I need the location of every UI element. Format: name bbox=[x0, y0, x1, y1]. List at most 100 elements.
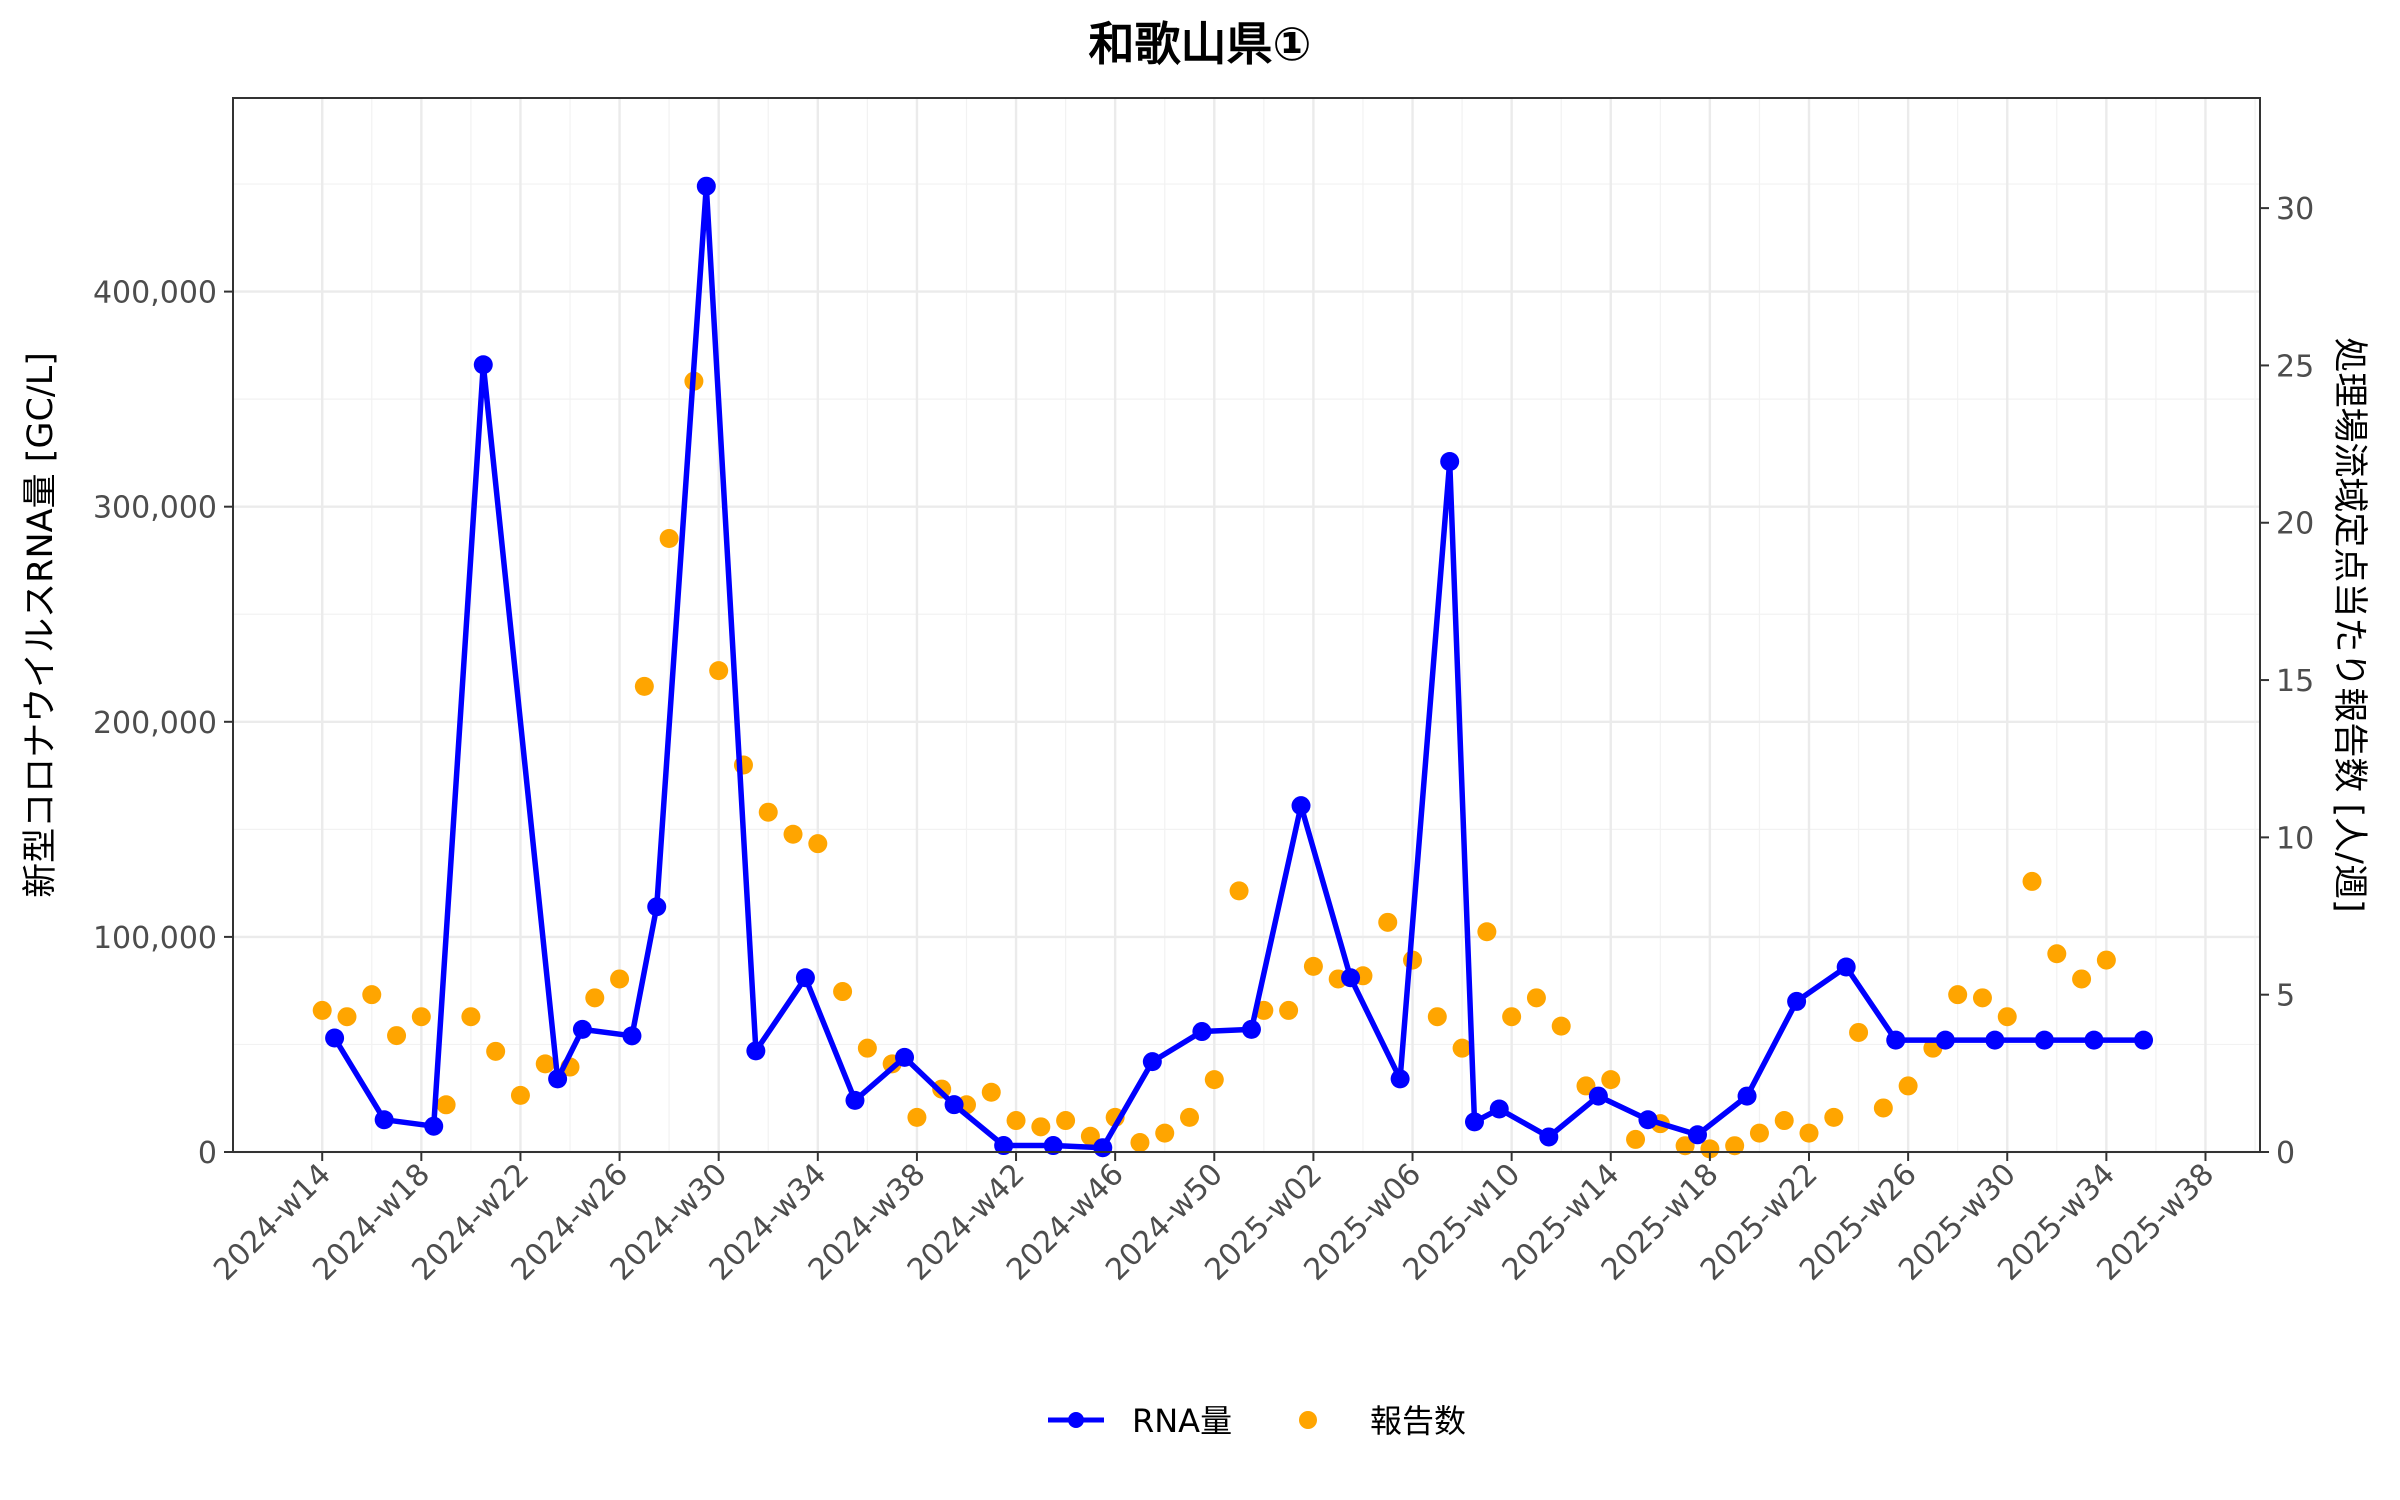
rna-point bbox=[1539, 1127, 1559, 1147]
rna-series-line bbox=[331, 183, 2147, 1151]
report-count-point bbox=[411, 1007, 431, 1027]
y-tick-label: 0 bbox=[198, 1136, 217, 1171]
y2-tick-label: 30 bbox=[2276, 192, 2314, 227]
y2-tick-label: 15 bbox=[2276, 664, 2314, 699]
report-count-point bbox=[510, 1085, 530, 1105]
report-count-point bbox=[808, 834, 828, 854]
rna-point bbox=[895, 1047, 915, 1067]
report-count-point bbox=[1526, 988, 1546, 1008]
report-count-point bbox=[783, 824, 803, 844]
report-count-point bbox=[1725, 1136, 1745, 1156]
axes: 0 100,000 200,000 300,000 400,000 0 5 10 15 20 25 3… bbox=[93, 97, 2314, 1288]
legend-report-label: 報告数 bbox=[1370, 1402, 1466, 1440]
report-count-point bbox=[1873, 1098, 1893, 1118]
report-count-point bbox=[1799, 1123, 1819, 1143]
rna-point bbox=[795, 968, 815, 988]
y2-tick-label: 10 bbox=[2276, 821, 2314, 856]
report-count-point bbox=[857, 1038, 877, 1058]
report-count-point bbox=[2047, 944, 2067, 964]
rna-point bbox=[325, 1028, 345, 1048]
report-count-point bbox=[1700, 1139, 1720, 1159]
rna-point bbox=[1886, 1030, 1906, 1050]
plot-panel-border bbox=[232, 97, 2261, 1153]
report-count-point bbox=[634, 676, 654, 696]
y2-tick-label: 0 bbox=[2276, 1136, 2295, 1171]
rna-point bbox=[1935, 1030, 1955, 1050]
y2-tick-label: 20 bbox=[2276, 507, 2314, 542]
report-count-point bbox=[1849, 1022, 1869, 1042]
report-count-point bbox=[1130, 1133, 1150, 1153]
report-count-point bbox=[1601, 1070, 1621, 1090]
report-count-point bbox=[907, 1107, 927, 1127]
report-count-point bbox=[1303, 956, 1323, 976]
report-count-point bbox=[1675, 1136, 1695, 1156]
legend: RNA量 報告数 bbox=[1048, 1402, 1466, 1440]
report-count-point bbox=[1180, 1107, 1200, 1127]
report-count-point bbox=[585, 988, 605, 1008]
rna-point bbox=[1291, 796, 1311, 816]
report-count-point bbox=[1948, 985, 1968, 1005]
rna-point bbox=[2134, 1030, 2154, 1050]
report-count-point bbox=[1204, 1070, 1224, 1090]
rna-point bbox=[1390, 1069, 1410, 1089]
rna-point bbox=[1043, 1136, 1063, 1156]
chart-title: 和歌山県① bbox=[1089, 17, 1312, 71]
rna-point bbox=[1737, 1086, 1757, 1106]
report-count-point bbox=[1749, 1123, 1769, 1143]
report-count-point bbox=[2072, 969, 2092, 989]
report-count-point bbox=[833, 982, 853, 1002]
rna-point bbox=[696, 176, 716, 196]
report-count-point bbox=[1477, 922, 1497, 942]
report-count-point bbox=[1626, 1129, 1646, 1149]
rna-point bbox=[424, 1116, 444, 1136]
report-count-point bbox=[461, 1007, 481, 1027]
rna-point bbox=[845, 1090, 865, 1110]
y2-tick-label: 5 bbox=[2276, 979, 2295, 1014]
rna-point bbox=[944, 1095, 964, 1115]
report-count-point bbox=[1997, 1007, 2017, 1027]
rna-point bbox=[1836, 957, 1856, 977]
y2-axis-title: 処理場流域定点当たり報告数 [人/週] bbox=[2329, 337, 2369, 912]
report-count-point bbox=[1427, 1007, 1447, 1027]
report-count-point bbox=[1080, 1126, 1100, 1146]
report-count-point bbox=[1551, 1016, 1571, 1036]
rna-point bbox=[1440, 452, 1460, 472]
y-tick-label: 200,000 bbox=[93, 706, 217, 741]
report-count-point bbox=[362, 985, 382, 1005]
legend-rna-label: RNA量 bbox=[1132, 1402, 1232, 1440]
rna-point bbox=[622, 1026, 642, 1046]
report-count-point bbox=[758, 802, 778, 822]
rna-point bbox=[1787, 991, 1807, 1011]
legend-rna-point-key bbox=[1068, 1412, 1084, 1428]
report-count-point bbox=[535, 1054, 555, 1074]
rna-point bbox=[1341, 968, 1361, 988]
rna-point bbox=[473, 355, 493, 375]
rna-point bbox=[572, 1019, 592, 1039]
report-count-point bbox=[1006, 1111, 1026, 1131]
rna-point bbox=[1985, 1030, 2005, 1050]
report-count-point bbox=[486, 1041, 506, 1061]
report-count-point bbox=[436, 1095, 456, 1115]
report-count-point bbox=[1229, 881, 1249, 901]
rna-point bbox=[2084, 1030, 2104, 1050]
rna-point bbox=[1588, 1086, 1608, 1106]
rna-point bbox=[1142, 1052, 1162, 1072]
grid-lines bbox=[233, 98, 2260, 1154]
y-tick-label: 100,000 bbox=[93, 921, 217, 956]
y-tick-label: 300,000 bbox=[93, 491, 217, 526]
report-count-point bbox=[1155, 1123, 1175, 1143]
report-count-point bbox=[312, 1000, 332, 1020]
rna-point bbox=[647, 897, 667, 917]
report-count-point bbox=[1774, 1111, 1794, 1131]
report-count-point bbox=[981, 1082, 1001, 1102]
report-count-point bbox=[2022, 871, 2042, 891]
report-count-point bbox=[1452, 1038, 1472, 1058]
y-tick-label: 400,000 bbox=[93, 276, 217, 311]
rna-point bbox=[548, 1069, 568, 1089]
report-count-point bbox=[659, 528, 679, 548]
legend-report-point-key bbox=[1299, 1411, 1317, 1429]
y-axis-title: 新型コロナウイルスRNA量 [GC/L] bbox=[21, 352, 61, 898]
rna-point bbox=[1464, 1112, 1484, 1132]
report-count-point bbox=[1056, 1111, 1076, 1131]
